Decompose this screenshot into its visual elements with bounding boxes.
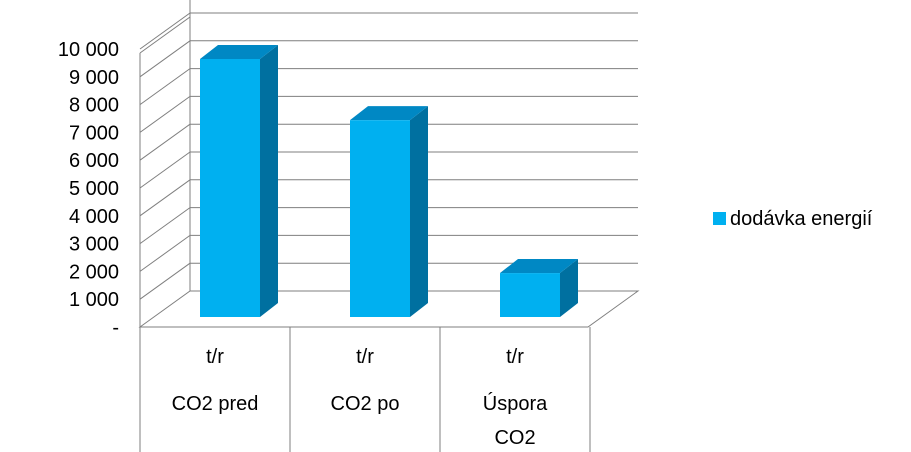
y-tick-label-4: 4 000 [69, 206, 119, 228]
y-tick-label-3: 3 000 [69, 234, 119, 256]
gridline-side-10 [139, 12, 191, 50]
legend-swatch [713, 212, 726, 225]
bar-top-0 [200, 45, 278, 59]
floor [138, 290, 640, 328]
category-label-1-1: CO2 po [331, 393, 400, 415]
gridline-side-3 [139, 207, 191, 245]
y-axis: - 1 000 2 000 3 000 4 000 5 000 6 000 7 000 8 00… [58, 39, 119, 339]
category-label-0-0: t/r [206, 346, 224, 368]
gridline-side-1 [139, 262, 191, 300]
chart-walls [138, 0, 640, 328]
category-label-2-1: Úspora [483, 392, 548, 415]
side-wall-top [139, 16, 191, 54]
bar-0 [200, 45, 278, 317]
legend: dodávka energií [713, 208, 873, 230]
category-axis: t/r CO2 pred t/r CO2 po t/r Úspora CO2 [139, 327, 591, 452]
bar-top-1 [350, 106, 428, 121]
y-tick-label-6: 6 000 [69, 150, 119, 172]
gridline-side-7 [139, 95, 191, 133]
y-tick-label-1: 1 000 [69, 289, 119, 311]
y-tick-label-10: 10 000 [58, 39, 119, 61]
bar-1 [350, 106, 428, 317]
bar-side-0 [260, 45, 278, 317]
gridline-side-2 [139, 234, 191, 272]
category-label-2-0: t/r [506, 346, 524, 368]
bar-side-2 [560, 259, 578, 317]
bar-top-2 [500, 259, 578, 274]
legend-label: dodávka energií [730, 208, 873, 230]
gridline-side-4 [139, 179, 191, 217]
y-tick-label-9: 9 000 [69, 67, 119, 89]
bar-front-1 [350, 120, 410, 317]
category-label-0-1: CO2 pred [172, 393, 259, 415]
category-label-1-0: t/r [356, 346, 374, 368]
category-label-2-2: CO2 [494, 427, 535, 449]
gridline-side-5 [139, 151, 191, 189]
bar-front-2 [500, 273, 560, 317]
y-tick-label-2: 2 000 [69, 261, 119, 283]
gridline-side-8 [139, 68, 191, 106]
bar-2 [500, 259, 578, 317]
bars [200, 45, 578, 317]
gridline-side-6 [139, 123, 191, 161]
y-tick-label-0: - [112, 317, 119, 339]
bar-side-1 [410, 106, 428, 317]
y-tick-label-7: 7 000 [69, 122, 119, 144]
y-tick-label-8: 8 000 [69, 95, 119, 117]
y-tick-label-5: 5 000 [69, 178, 119, 200]
gridline-side-9 [139, 40, 191, 78]
bar-front-0 [200, 59, 260, 317]
